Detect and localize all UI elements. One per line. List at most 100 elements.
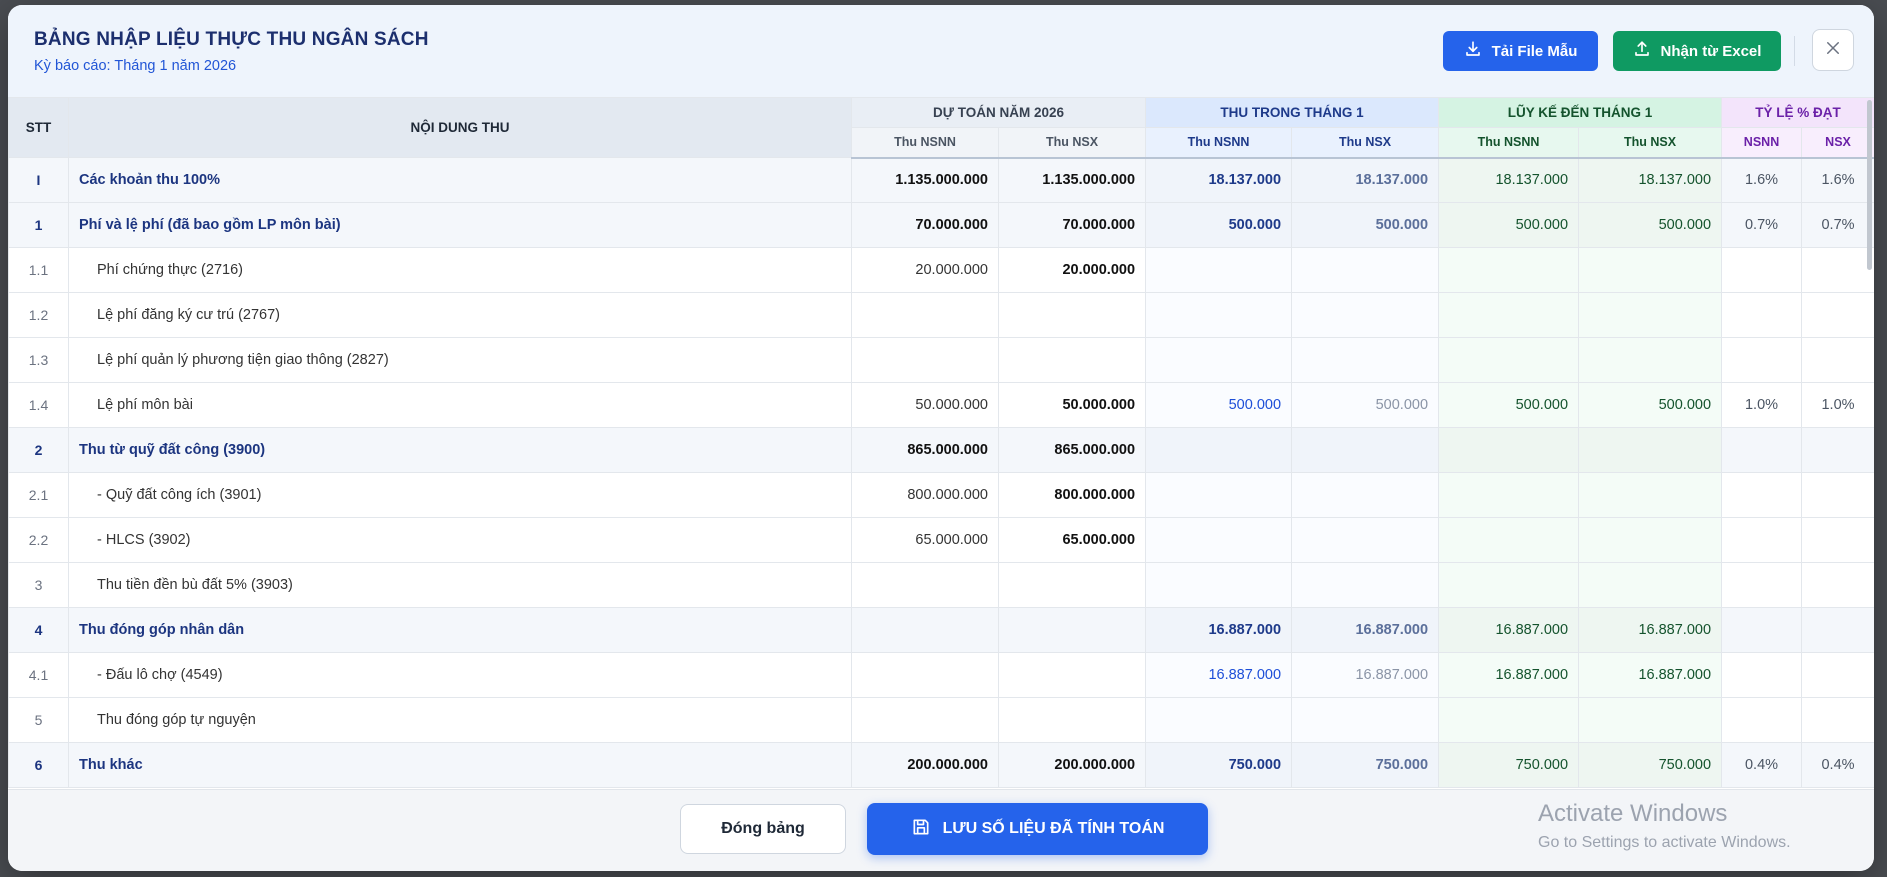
group-header-cumulative: LŨY KẾ ĐẾN THÁNG 1 bbox=[1438, 97, 1723, 128]
cell-estimate-nsx bbox=[997, 337, 1147, 383]
cell-estimate-nsnn: 50.000.000 bbox=[851, 382, 999, 428]
cell-rate-nsnn bbox=[1721, 517, 1803, 563]
cell-estimate-nsx: 800.000.000 bbox=[997, 472, 1147, 518]
watermark-line1: Activate Windows bbox=[1538, 800, 1728, 827]
cell-rate-nsx bbox=[1801, 427, 1874, 473]
header-divider bbox=[1794, 36, 1795, 66]
cell-rate-nsnn: 0.7% bbox=[1721, 202, 1803, 248]
cell-estimate-nsx bbox=[997, 562, 1147, 608]
cell-estimate-nsx bbox=[997, 292, 1147, 338]
cell-rate-nsnn bbox=[1721, 337, 1803, 383]
cell-cumulative-nsnn bbox=[1438, 292, 1580, 338]
cell-rate-nsx: 1.0% bbox=[1801, 382, 1874, 428]
cell-month-nsnn[interactable] bbox=[1145, 247, 1293, 293]
group-header-estimate: DỰ TOÁN NĂM 2026 bbox=[850, 97, 1147, 128]
cell-month-nsnn[interactable]: 500.000 bbox=[1145, 382, 1293, 428]
cell-cumulative-nsx: 18.137.000 bbox=[1578, 157, 1723, 203]
cell-month-nsnn: 750.000 bbox=[1145, 742, 1293, 788]
table-row: 6 Thu khác 200.000.000 200.000.000 750.000 75… bbox=[8, 742, 1874, 788]
download-template-button[interactable]: Tải File Mẫu bbox=[1443, 31, 1598, 71]
watermark-line2: Go to Settings to activate Windows. bbox=[1538, 834, 1791, 851]
cell-cumulative-nsnn: 750.000 bbox=[1438, 742, 1580, 788]
cell-cumulative-nsx: 500.000 bbox=[1578, 382, 1723, 428]
cell-month-nsnn[interactable] bbox=[1145, 562, 1293, 608]
report-period: Kỳ báo cáo: Tháng 1 năm 2026 bbox=[34, 58, 237, 74]
cell-content: - Đấu lô chợ (4549) bbox=[68, 652, 852, 698]
cell-estimate-nsnn bbox=[851, 292, 999, 338]
cell-rate-nsx bbox=[1801, 517, 1874, 563]
cell-cumulative-nsx bbox=[1578, 472, 1723, 518]
cell-rate-nsnn bbox=[1721, 427, 1803, 473]
close-table-button[interactable]: Đóng bảng bbox=[680, 804, 846, 854]
table-row: 2.1- Quỹ đất công ích (3901) 800.000.000 8… bbox=[8, 472, 1874, 518]
cell-content: Thu tiền đền bù đất 5% (3903) bbox=[68, 562, 852, 608]
revenue-table-container[interactable]: STT NỘI DUNG THU DỰ TOÁN NĂM 2026 THU TR… bbox=[8, 97, 1874, 789]
cell-month-nsnn[interactable]: 16.887.000 bbox=[1145, 652, 1293, 698]
save-calculated-data-button[interactable]: LƯU SỐ LIỆU ĐÃ TÍNH TOÁN bbox=[867, 803, 1208, 855]
windows-activation-watermark: Activate Windows Go to Settings to activ… bbox=[1538, 800, 1791, 852]
group-header-rate: TỶ LỆ % ĐẠT bbox=[1721, 97, 1874, 128]
cell-rate-nsx bbox=[1801, 472, 1874, 518]
cell-cumulative-nsnn: 18.137.000 bbox=[1438, 157, 1580, 203]
table-row: 4.1- Đấu lô chợ (4549) 16.887.000 16.887.0… bbox=[8, 652, 1874, 698]
group-header-month: THU TRONG THÁNG 1 bbox=[1145, 97, 1440, 128]
cell-rate-nsx bbox=[1801, 247, 1874, 293]
cell-estimate-nsx: 865.000.000 bbox=[997, 427, 1147, 473]
close-button[interactable] bbox=[1812, 29, 1854, 71]
modal-header: BẢNG NHẬP LIỆU THỰC THU NGÂN SÁCH Kỳ báo… bbox=[8, 5, 1874, 98]
cell-rate-nsnn bbox=[1721, 247, 1803, 293]
cell-stt: 1.4 bbox=[8, 382, 69, 428]
cell-content: - Quỹ đất công ích (3901) bbox=[68, 472, 852, 518]
table-row: 1.1 Phí chứng thực (2716) 20.000.000 20.000… bbox=[8, 247, 1874, 293]
subheader-month-nsnn: Thu NSNN bbox=[1145, 127, 1293, 159]
cell-content: Các khoản thu 100% bbox=[68, 157, 852, 203]
download-template-label: Tải File Mẫu bbox=[1491, 42, 1578, 60]
cell-rate-nsx: 0.4% bbox=[1801, 742, 1874, 788]
cell-month-nsx bbox=[1291, 337, 1440, 383]
cell-rate-nsnn bbox=[1721, 697, 1803, 743]
cell-month-nsx bbox=[1291, 472, 1440, 518]
cell-month-nsx bbox=[1291, 517, 1440, 563]
cell-month-nsx: 18.137.000 bbox=[1291, 157, 1440, 203]
cell-estimate-nsnn: 800.000.000 bbox=[851, 472, 999, 518]
cell-content: Thu đóng góp tự nguyện bbox=[68, 697, 852, 743]
cell-stt: 6 bbox=[8, 742, 69, 788]
cell-month-nsx bbox=[1291, 562, 1440, 608]
cell-cumulative-nsnn: 500.000 bbox=[1438, 202, 1580, 248]
cell-estimate-nsx: 1.135.000.000 bbox=[997, 157, 1147, 203]
cell-month-nsnn[interactable] bbox=[1145, 292, 1293, 338]
cell-rate-nsnn bbox=[1721, 472, 1803, 518]
subheader-rate-nsnn: NSNN bbox=[1721, 127, 1803, 159]
cell-stt: 2.2 bbox=[8, 517, 69, 563]
cell-rate-nsnn bbox=[1721, 562, 1803, 608]
cell-stt: 1.2 bbox=[8, 292, 69, 338]
import-excel-button[interactable]: Nhận từ Excel bbox=[1613, 31, 1781, 71]
cell-cumulative-nsx: 750.000 bbox=[1578, 742, 1723, 788]
cell-month-nsx bbox=[1291, 247, 1440, 293]
cell-content: Lệ phí môn bài bbox=[68, 382, 852, 428]
cell-cumulative-nsnn bbox=[1438, 697, 1580, 743]
close-icon bbox=[1824, 39, 1842, 62]
cell-month-nsx bbox=[1291, 427, 1440, 473]
cell-stt: I bbox=[8, 157, 69, 203]
cell-month-nsnn[interactable] bbox=[1145, 337, 1293, 383]
cell-month-nsx: 16.887.000 bbox=[1291, 652, 1440, 698]
subheader-rate-nsx: NSX bbox=[1801, 127, 1874, 159]
cell-estimate-nsnn: 865.000.000 bbox=[851, 427, 999, 473]
table-row: 2 Thu từ quỹ đất công (3900) 865.000.000 86… bbox=[8, 427, 1874, 473]
cell-stt: 1 bbox=[8, 202, 69, 248]
cell-month-nsnn bbox=[1145, 427, 1293, 473]
cell-month-nsnn: 18.137.000 bbox=[1145, 157, 1293, 203]
cell-stt: 2 bbox=[8, 427, 69, 473]
cell-estimate-nsx: 70.000.000 bbox=[997, 202, 1147, 248]
cell-month-nsnn[interactable] bbox=[1145, 472, 1293, 518]
table-scrollbar[interactable] bbox=[1867, 100, 1872, 270]
cell-month-nsnn[interactable] bbox=[1145, 697, 1293, 743]
cell-rate-nsnn: 0.4% bbox=[1721, 742, 1803, 788]
cell-month-nsx: 16.887.000 bbox=[1291, 607, 1440, 653]
cell-cumulative-nsnn bbox=[1438, 472, 1580, 518]
cell-month-nsnn[interactable] bbox=[1145, 517, 1293, 563]
cell-estimate-nsnn bbox=[851, 337, 999, 383]
table-row: 1 Phí và lệ phí (đã bao gồm LP môn bài) 70… bbox=[8, 202, 1874, 248]
cell-cumulative-nsnn bbox=[1438, 562, 1580, 608]
